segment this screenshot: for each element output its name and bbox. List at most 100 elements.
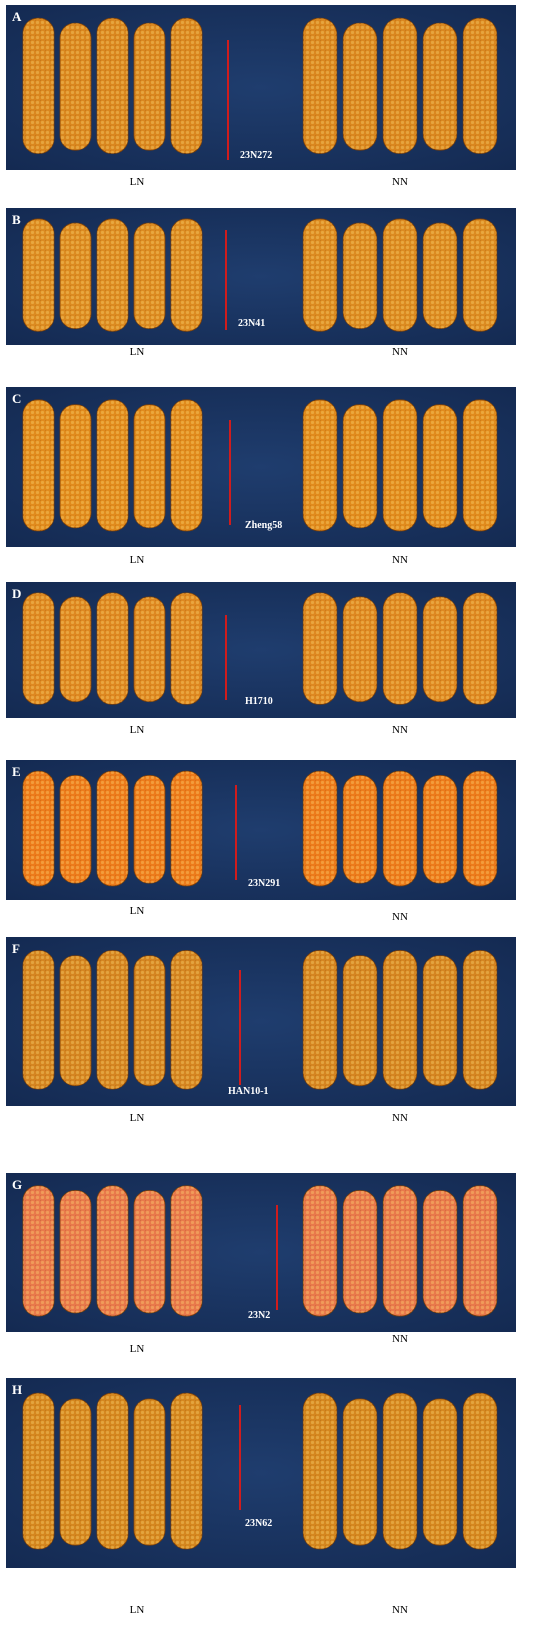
- corn-kernels: [96, 950, 129, 1090]
- corn-kernels: [303, 771, 337, 886]
- line-label: HAN10-1: [228, 1086, 269, 1097]
- corn-kernels: [423, 1398, 457, 1546]
- corn-kernels: [59, 404, 92, 528]
- condition-label: NN: [392, 346, 408, 358]
- corn-kernels: [59, 23, 92, 151]
- panel-letter: D: [12, 586, 21, 601]
- corn-kernels: [133, 1398, 166, 1546]
- corn-kernels: [423, 23, 457, 151]
- corn-kernels: [303, 18, 337, 154]
- corn-kernels: [423, 596, 457, 702]
- corn-kernels: [423, 404, 457, 528]
- corn-kernels: [383, 399, 417, 531]
- condition-label: NN: [392, 911, 408, 923]
- corn-kernels: [170, 1393, 203, 1549]
- corn-kernels: [343, 1190, 377, 1313]
- corn-kernels: [463, 399, 497, 531]
- corn-kernels: [133, 955, 166, 1086]
- corn-kernels: [383, 1185, 417, 1317]
- corn-kernels: [423, 775, 457, 884]
- corn-kernels: [423, 955, 457, 1086]
- corn-kernels: [96, 1393, 129, 1549]
- line-label: 23N62: [245, 1518, 272, 1529]
- line-label: Zheng58: [245, 520, 282, 531]
- corn-kernels: [303, 218, 337, 332]
- corn-kernels: [133, 23, 166, 151]
- corn-kernels: [463, 18, 497, 154]
- corn-kernels: [59, 775, 92, 884]
- corn-kernels: [343, 223, 377, 329]
- condition-label: NN: [392, 1333, 408, 1345]
- corn-kernels: [303, 399, 337, 531]
- condition-label: NN: [392, 176, 408, 188]
- line-label: H1710: [245, 696, 273, 707]
- corn-kernels: [343, 23, 377, 151]
- line-label: 23N2: [248, 1310, 270, 1321]
- panel: F HAN10-1 LN NN: [6, 937, 516, 1124]
- corn-kernels: [343, 596, 377, 702]
- condition-label: LN: [130, 346, 145, 358]
- corn-kernels: [22, 1185, 55, 1317]
- panel-letter: C: [12, 391, 21, 406]
- corn-kernels: [22, 218, 55, 332]
- corn-kernels: [59, 1398, 92, 1546]
- corn-kernels: [133, 775, 166, 884]
- corn-kernels: [383, 18, 417, 154]
- panel-letter: A: [12, 9, 22, 24]
- corn-kernels: [463, 1185, 497, 1317]
- corn-kernels: [383, 771, 417, 886]
- corn-kernels: [383, 218, 417, 332]
- corn-kernels: [96, 771, 129, 886]
- condition-label: LN: [130, 724, 145, 736]
- panel: D H1710 LN NN: [6, 582, 516, 736]
- corn-kernels: [59, 596, 92, 702]
- panel: A 23N272 LN NN: [6, 5, 516, 188]
- corn-kernels: [133, 223, 166, 329]
- corn-kernels: [22, 771, 55, 886]
- corn-kernels: [170, 950, 203, 1090]
- corn-kernels: [423, 1190, 457, 1313]
- corn-kernels: [463, 771, 497, 886]
- panel: B 23N41 LN NN: [6, 208, 516, 358]
- condition-label: NN: [392, 554, 408, 566]
- panel-letter: G: [12, 1177, 22, 1192]
- condition-label: LN: [130, 1343, 145, 1355]
- corn-kernels: [22, 592, 55, 705]
- corn-kernels: [133, 1190, 166, 1313]
- corn-kernels: [96, 1185, 129, 1317]
- corn-kernels: [423, 223, 457, 329]
- corn-kernels: [59, 223, 92, 329]
- line-label: 23N272: [240, 150, 272, 161]
- corn-kernels: [22, 18, 55, 154]
- line-label: 23N291: [248, 878, 280, 889]
- condition-label: NN: [392, 1112, 408, 1124]
- corn-kernels: [383, 950, 417, 1090]
- panel: H 23N62 LN NN: [6, 1378, 516, 1616]
- corn-kernels: [170, 592, 203, 705]
- corn-kernels: [170, 18, 203, 154]
- corn-kernels: [170, 1185, 203, 1317]
- corn-kernels: [303, 950, 337, 1090]
- panel-letter: F: [12, 941, 20, 956]
- corn-kernels: [170, 399, 203, 531]
- corn-kernels: [59, 1190, 92, 1313]
- corn-kernels: [96, 18, 129, 154]
- corn-kernels: [383, 592, 417, 705]
- panel: G 23N2 LN NN: [6, 1173, 516, 1355]
- corn-kernels: [133, 596, 166, 702]
- panel-letter: H: [12, 1382, 22, 1397]
- corn-kernels: [133, 404, 166, 528]
- corn-kernels: [96, 218, 129, 332]
- panel-letter: E: [12, 764, 21, 779]
- corn-kernels: [463, 1393, 497, 1549]
- condition-label: NN: [392, 1604, 408, 1616]
- corn-kernels: [343, 404, 377, 528]
- panel: E 23N291 LN NN: [6, 760, 516, 923]
- condition-label: LN: [130, 1604, 145, 1616]
- corn-kernels: [22, 399, 55, 531]
- corn-kernels: [59, 955, 92, 1086]
- corn-kernels: [96, 592, 129, 705]
- panel-letter: B: [12, 212, 21, 227]
- corn-kernels: [303, 1393, 337, 1549]
- corn-kernels: [170, 218, 203, 332]
